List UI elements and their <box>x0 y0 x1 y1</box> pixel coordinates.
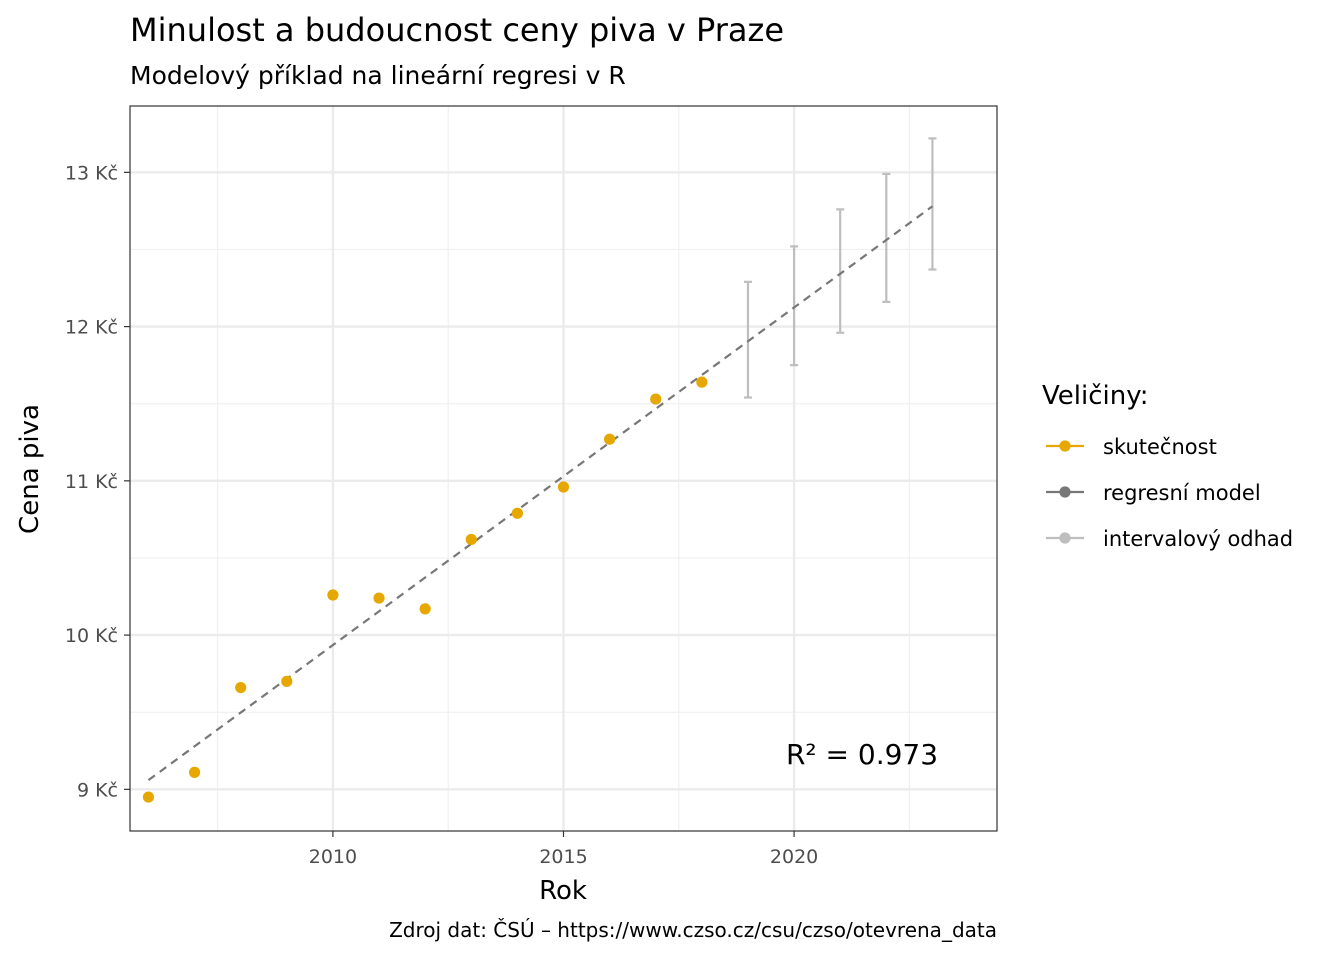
chart-subtitle: Modelový příklad na lineární regresi v R <box>130 61 626 90</box>
x-tick-label: 2010 <box>309 846 357 868</box>
y-axis-title: Cena piva <box>15 404 45 534</box>
legend-item: intervalový odhad <box>1046 527 1293 551</box>
legend-key-point <box>1059 440 1071 452</box>
legend-label: skutečnost <box>1103 435 1217 459</box>
data-point <box>604 433 616 445</box>
data-point <box>188 766 201 778</box>
data-point <box>327 589 339 601</box>
legend-item: regresní model <box>1046 481 1261 505</box>
y-tick-label: 12 Kč <box>65 317 118 339</box>
legend-title: Veličiny: <box>1042 381 1148 411</box>
data-point <box>557 481 570 493</box>
x-tick-label: 2015 <box>539 846 587 868</box>
legend-key-point <box>1059 486 1071 498</box>
error-bar <box>928 137 937 271</box>
data-point <box>696 376 708 388</box>
data-point <box>511 507 523 519</box>
data-point <box>650 393 662 405</box>
y-tick-label: 13 Kč <box>65 162 118 184</box>
legend-key-point <box>1059 532 1071 544</box>
y-tick-label: 11 Kč <box>65 471 118 493</box>
data-point <box>465 533 477 546</box>
regression-line <box>147 205 934 781</box>
data-point <box>281 675 293 687</box>
y-tick-label: 9 Kč <box>77 779 118 801</box>
x-tick-label: 2020 <box>770 846 818 868</box>
data-point <box>419 603 431 615</box>
error-bar <box>836 208 845 334</box>
x-axis-ticks: 2010 2015 2020 <box>309 831 818 868</box>
error-bar <box>743 280 752 399</box>
data-source-caption: Zdroj dat: ČSÚ – https://www.czso.cz/csu… <box>389 918 997 942</box>
legend-label: intervalový odhad <box>1103 527 1293 551</box>
data-point <box>235 681 247 694</box>
series-layer <box>142 137 937 803</box>
data-point <box>373 592 385 604</box>
data-point <box>142 791 155 803</box>
legend: Veličiny: skutečnost regresní model interv… <box>1042 381 1293 551</box>
legend-items: skutečnost regresní model intervalový odha… <box>1046 435 1293 551</box>
y-tick-label: 10 Kč <box>65 625 118 647</box>
x-axis-title: Rok <box>539 876 587 906</box>
error-bar <box>790 245 799 367</box>
r-squared-annotation: R² = 0.973 <box>786 738 938 771</box>
grid-major <box>130 106 997 831</box>
error-bar <box>882 172 891 304</box>
legend-label: regresní model <box>1103 481 1261 505</box>
chart-title: Minulost a budoucnost ceny piva v Praze <box>130 11 784 49</box>
y-axis-ticks: 9 Kč 10 Kč 11 Kč 12 Kč 13 Kč <box>65 162 130 801</box>
legend-item: skutečnost <box>1046 435 1217 459</box>
